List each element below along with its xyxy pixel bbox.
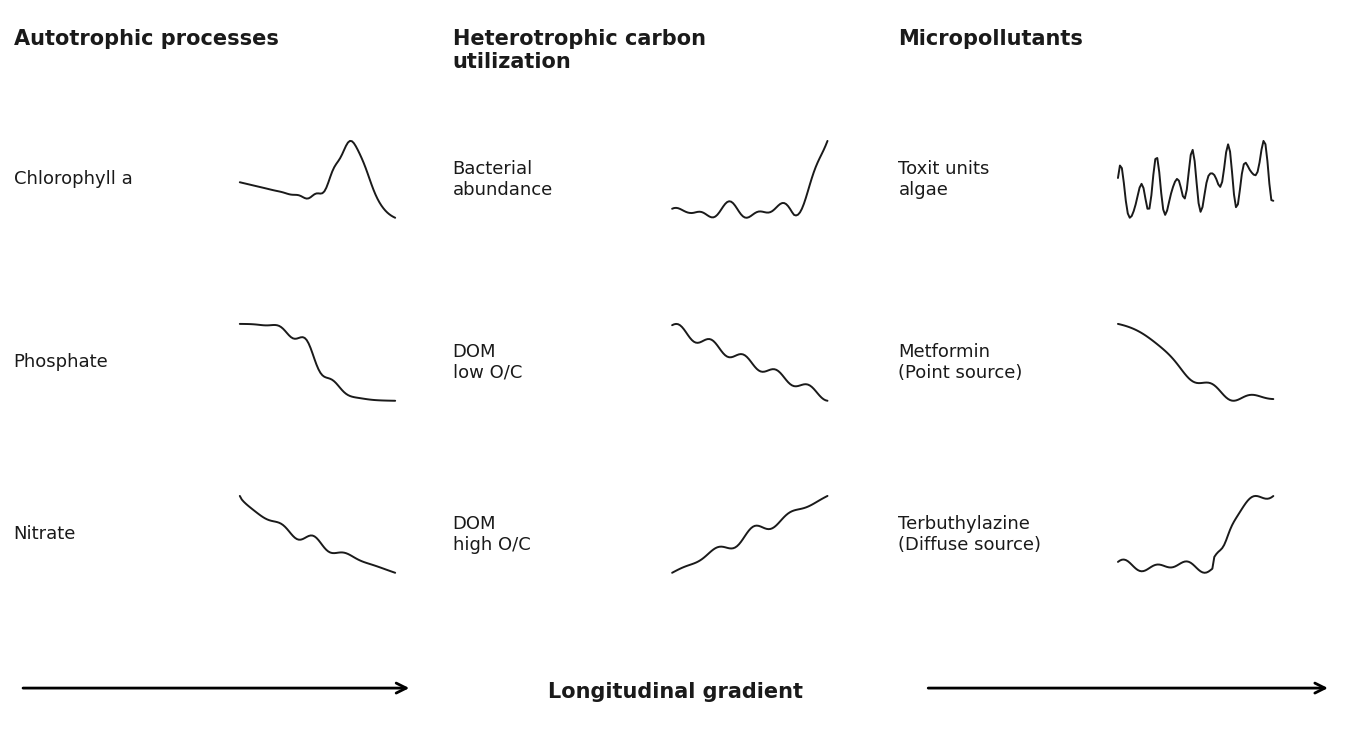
Text: Toxit units
algae: Toxit units algae [898,160,990,199]
Text: Metformin
(Point source): Metformin (Point source) [898,343,1023,382]
Text: DOM
low O/C: DOM low O/C [453,343,521,382]
Text: Autotrophic processes: Autotrophic processes [14,29,278,49]
Text: DOM
high O/C: DOM high O/C [453,515,531,554]
Text: Chlorophyll a: Chlorophyll a [14,171,132,188]
Text: Longitudinal gradient: Longitudinal gradient [549,681,802,702]
Text: Phosphate: Phosphate [14,354,108,371]
Text: Heterotrophic carbon
utilization: Heterotrophic carbon utilization [453,29,705,72]
Text: Micropollutants: Micropollutants [898,29,1084,49]
Text: Terbuthylazine
(Diffuse source): Terbuthylazine (Diffuse source) [898,515,1042,554]
Text: Bacterial
abundance: Bacterial abundance [453,160,553,199]
Text: Nitrate: Nitrate [14,526,76,543]
